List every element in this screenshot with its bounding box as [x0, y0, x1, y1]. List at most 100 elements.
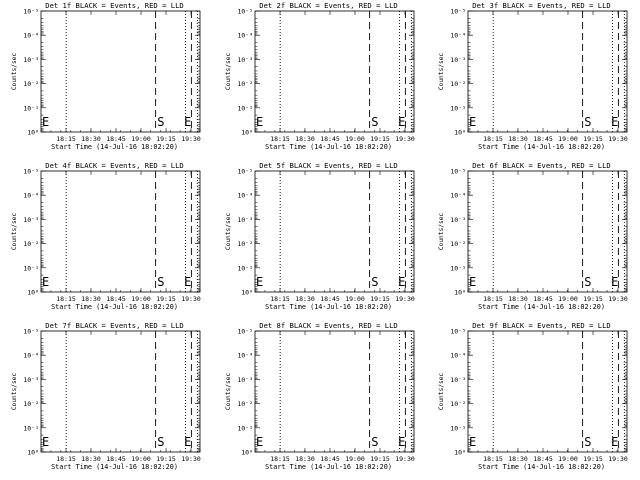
x-tick-label: 19:00: [131, 455, 151, 463]
flag-s: S: [584, 275, 591, 289]
y-axis-label: Counts/sec: [225, 373, 232, 411]
y-axis-label: Counts/sec: [438, 213, 445, 251]
flag-e: E: [611, 435, 618, 449]
x-tick-label: 19:15: [156, 295, 176, 303]
x-axis-label: Start Time (14-Jul-16 18:02:20): [265, 143, 392, 151]
x-axis-label: Start Time (14-Jul-16 18:02:20): [51, 143, 178, 151]
flag-e: E: [398, 275, 405, 289]
x-tick-label: 19:30: [608, 295, 628, 303]
detector-panel-4: Det 4f BLACK = Events, RED = LLD 10⁰ 10⁻¹ 1…: [11, 161, 201, 311]
y-tick-label: 10⁻⁵: [237, 328, 253, 336]
x-tick-label: 18:30: [81, 295, 101, 303]
y-tick-label: 10⁻⁵: [237, 168, 253, 176]
y-tick-label: 10⁰: [454, 289, 466, 297]
x-tick-label: 18:15: [56, 455, 76, 463]
detector-panel-7: Det 7f BLACK = Events, RED = LLD 10⁰ 10⁻¹ 1…: [11, 321, 201, 471]
plot-frame: [254, 330, 415, 453]
x-tick-label: 18:15: [483, 455, 503, 463]
flag-s: S: [157, 275, 164, 289]
y-tick-label: 10⁻¹: [450, 424, 466, 432]
y-tick-label: 10⁻⁴: [450, 32, 466, 40]
x-tick-label: 18:30: [295, 135, 315, 143]
x-tick-label: 18:45: [320, 295, 340, 303]
y-tick-label: 10⁻⁴: [450, 192, 466, 200]
y-tick-label: 10⁰: [241, 449, 253, 457]
chart-title: Det 5f BLACK = Events, RED = LLD: [259, 161, 397, 170]
y-tick-label: 10⁻²: [23, 400, 39, 408]
y-tick-label: 10⁻¹: [237, 104, 253, 112]
plot-frame: [40, 330, 201, 453]
x-tick-label: 19:15: [583, 295, 603, 303]
x-tick-label: 18:45: [320, 135, 340, 143]
x-tick-label: 18:15: [483, 135, 503, 143]
y-tick-label: 10⁻⁵: [450, 8, 466, 16]
y-tick-label: 10⁻⁴: [237, 32, 253, 40]
flag-e: E: [256, 435, 263, 449]
x-tick-label: 19:00: [558, 455, 578, 463]
x-tick-label: 18:30: [81, 135, 101, 143]
y-tick-label: 10⁻⁵: [23, 8, 39, 16]
plot-frame: [467, 330, 628, 453]
flag-e: E: [611, 275, 618, 289]
x-tick-label: 18:30: [508, 135, 528, 143]
y-tick-label: 10⁻²: [23, 240, 39, 248]
y-axis-label: Counts/sec: [438, 373, 445, 411]
flag-s: S: [157, 115, 164, 129]
y-tick-label: 10⁻⁴: [450, 352, 466, 360]
y-tick-label: 10⁻¹: [237, 424, 253, 432]
x-tick-label: 18:30: [81, 455, 101, 463]
x-tick-label: 19:00: [558, 295, 578, 303]
x-tick-label: 19:30: [395, 135, 415, 143]
x-tick-label: 19:30: [181, 455, 201, 463]
x-tick-label: 19:15: [370, 135, 390, 143]
x-axis-label: Start Time (14-Jul-16 18:02:20): [51, 303, 178, 311]
x-tick-label: 18:45: [106, 295, 126, 303]
plot-frame: [40, 10, 201, 133]
chart-title: Det 7f BLACK = Events, RED = LLD: [45, 321, 183, 330]
x-axis-label: Start Time (14-Jul-16 18:02:20): [265, 303, 392, 311]
flag-e: E: [184, 115, 191, 129]
flag-s: S: [584, 115, 591, 129]
detector-panel-1: Det 1f BLACK = Events, RED = LLD 10⁰ 10⁻¹ 1…: [11, 1, 201, 151]
y-tick-label: 10⁻¹: [23, 104, 39, 112]
y-axis-label: Counts/sec: [11, 53, 18, 91]
flag-e: E: [184, 435, 191, 449]
x-tick-label: 18:45: [533, 455, 553, 463]
x-tick-label: 19:15: [583, 135, 603, 143]
detector-panel-9: Det 9f BLACK = Events, RED = LLD 10⁰ 10⁻¹ 1…: [438, 321, 628, 471]
y-tick-label: 10⁻¹: [23, 424, 39, 432]
x-tick-label: 18:15: [270, 295, 290, 303]
x-tick-label: 19:15: [370, 295, 390, 303]
y-tick-label: 10⁰: [27, 289, 39, 297]
y-tick-label: 10⁻³: [237, 56, 253, 64]
x-tick-label: 18:15: [270, 455, 290, 463]
plot-frame: [254, 10, 415, 133]
y-tick-label: 10⁻³: [450, 216, 466, 224]
y-tick-label: 10⁻⁵: [450, 168, 466, 176]
flag-e: E: [611, 115, 618, 129]
flag-e: E: [42, 275, 49, 289]
x-tick-label: 18:30: [295, 455, 315, 463]
y-tick-label: 10⁻³: [23, 376, 39, 384]
x-tick-label: 18:30: [295, 295, 315, 303]
x-axis-label: Start Time (14-Jul-16 18:02:20): [265, 463, 392, 471]
y-tick-label: 10⁻⁴: [237, 192, 253, 200]
plot-frame: [40, 170, 201, 293]
y-tick-label: 10⁰: [241, 129, 253, 137]
y-tick-label: 10⁻¹: [23, 264, 39, 272]
x-tick-label: 18:15: [56, 135, 76, 143]
x-tick-label: 18:30: [508, 295, 528, 303]
x-tick-label: 19:00: [131, 295, 151, 303]
x-tick-label: 19:30: [608, 455, 628, 463]
y-tick-label: 10⁻³: [237, 216, 253, 224]
x-tick-label: 18:15: [270, 135, 290, 143]
detector-panel-6: Det 6f BLACK = Events, RED = LLD 10⁰ 10⁻¹ 1…: [438, 161, 628, 311]
y-tick-label: 10⁻⁴: [237, 352, 253, 360]
y-tick-label: 10⁻¹: [450, 104, 466, 112]
x-tick-label: 19:30: [181, 295, 201, 303]
y-tick-label: 10⁻⁵: [23, 328, 39, 336]
detector-panel-3: Det 3f BLACK = Events, RED = LLD 10⁰ 10⁻¹ 1…: [438, 1, 628, 151]
x-tick-label: 19:15: [156, 135, 176, 143]
x-tick-label: 19:00: [131, 135, 151, 143]
y-axis-label: Counts/sec: [438, 53, 445, 91]
